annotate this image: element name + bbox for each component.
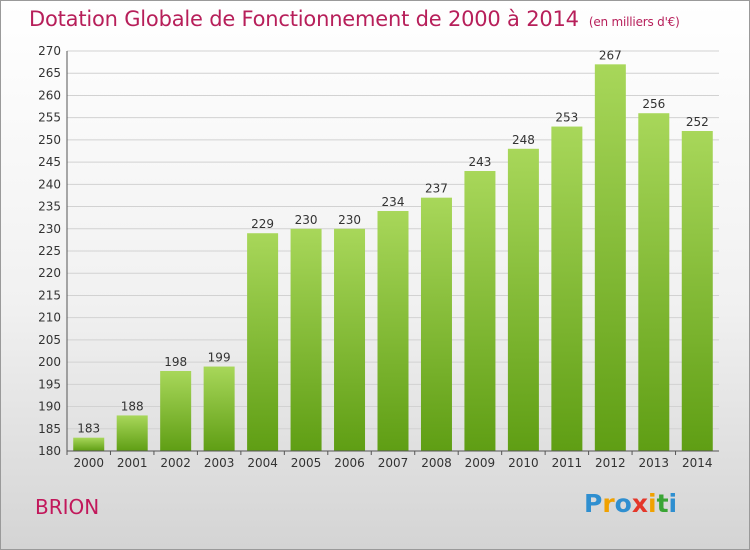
- data-label: 237: [425, 182, 448, 196]
- bar: [638, 113, 670, 451]
- y-tick-label: 245: [38, 155, 61, 169]
- data-label: 230: [295, 213, 318, 227]
- logo-letter: o: [614, 489, 632, 518]
- data-label: 234: [382, 195, 405, 209]
- data-label: 198: [164, 355, 187, 369]
- x-tick-label: 2000: [73, 456, 104, 470]
- data-label: 199: [208, 351, 231, 365]
- y-tick-label: 235: [38, 200, 61, 214]
- data-label: 256: [642, 97, 665, 111]
- chart-title-text: Dotation Globale de Fonctionnement de 20…: [29, 7, 579, 31]
- y-tick-label: 260: [38, 88, 61, 102]
- chart-unit-label: (en milliers d'€): [588, 15, 680, 29]
- y-tick-label: 265: [38, 66, 61, 80]
- data-label: 248: [512, 133, 535, 147]
- y-tick-label: 205: [38, 333, 61, 347]
- bar: [594, 64, 626, 452]
- bar: [551, 126, 583, 452]
- y-tick-label: 215: [38, 288, 61, 302]
- bar: [116, 415, 148, 451]
- bar: [334, 228, 366, 451]
- y-tick-label: 255: [38, 111, 61, 125]
- x-tick-label: 2014: [682, 456, 713, 470]
- x-tick-label: 2012: [595, 456, 626, 470]
- x-tick-label: 2004: [247, 456, 278, 470]
- bars: 183 188 198 199 229 230 230 234 237 243 248 253 267 2…: [73, 48, 713, 452]
- logo-letter: i: [648, 489, 657, 518]
- x-tick-label: 2003: [204, 456, 235, 470]
- bar: [290, 228, 322, 451]
- x-tick-label: 2001: [117, 456, 148, 470]
- bar: [160, 371, 192, 451]
- logo-letter: i: [668, 489, 678, 518]
- y-tick-label: 240: [38, 177, 61, 191]
- y-tick-label: 180: [38, 444, 61, 458]
- bar: [464, 171, 496, 451]
- axes: 180 185 190 195 200 205 210 215 220 225 230 235 240 2…: [38, 44, 719, 470]
- data-label: 267: [599, 48, 622, 62]
- data-label: 230: [338, 213, 361, 227]
- bar: [377, 211, 409, 451]
- data-label: 229: [251, 217, 274, 231]
- x-tick-label: 2009: [465, 456, 496, 470]
- y-tick-label: 250: [38, 133, 61, 147]
- chart-title: Dotation Globale de Fonctionnement de 20…: [29, 7, 680, 31]
- logo-letter: r: [602, 489, 615, 518]
- data-label: 188: [121, 399, 144, 413]
- data-label: 243: [468, 155, 491, 169]
- y-tick-label: 270: [38, 44, 61, 58]
- x-tick-label: 2013: [639, 456, 670, 470]
- x-tick-label: 2007: [378, 456, 409, 470]
- bar: [420, 197, 452, 451]
- y-tick-label: 195: [38, 377, 61, 391]
- x-tick-label: 2005: [291, 456, 322, 470]
- bar: [507, 148, 539, 451]
- data-label: 183: [77, 422, 100, 436]
- logo-letter: x: [631, 489, 648, 518]
- commune-name: BRION: [35, 495, 100, 519]
- logo-letter: P: [584, 489, 603, 518]
- proxiti-logo: Proxiti: [584, 489, 677, 518]
- y-tick-label: 225: [38, 244, 61, 258]
- y-tick-label: 210: [38, 311, 61, 325]
- x-tick-label: 2008: [421, 456, 452, 470]
- x-tick-label: 2002: [160, 456, 191, 470]
- x-tick-label: 2010: [508, 456, 539, 470]
- bar: [73, 437, 105, 451]
- y-tick-label: 220: [38, 266, 61, 280]
- data-label: 253: [555, 111, 578, 125]
- data-label: 252: [686, 115, 709, 129]
- bar: [203, 366, 235, 451]
- y-tick-label: 200: [38, 355, 61, 369]
- bar: [247, 233, 279, 451]
- y-tick-label: 185: [38, 422, 61, 436]
- y-tick-label: 190: [38, 400, 61, 414]
- logo-letter: t: [656, 489, 669, 518]
- bar: [681, 131, 713, 451]
- x-tick-label: 2006: [334, 456, 365, 470]
- y-tick-label: 230: [38, 222, 61, 236]
- x-tick-label: 2011: [552, 456, 583, 470]
